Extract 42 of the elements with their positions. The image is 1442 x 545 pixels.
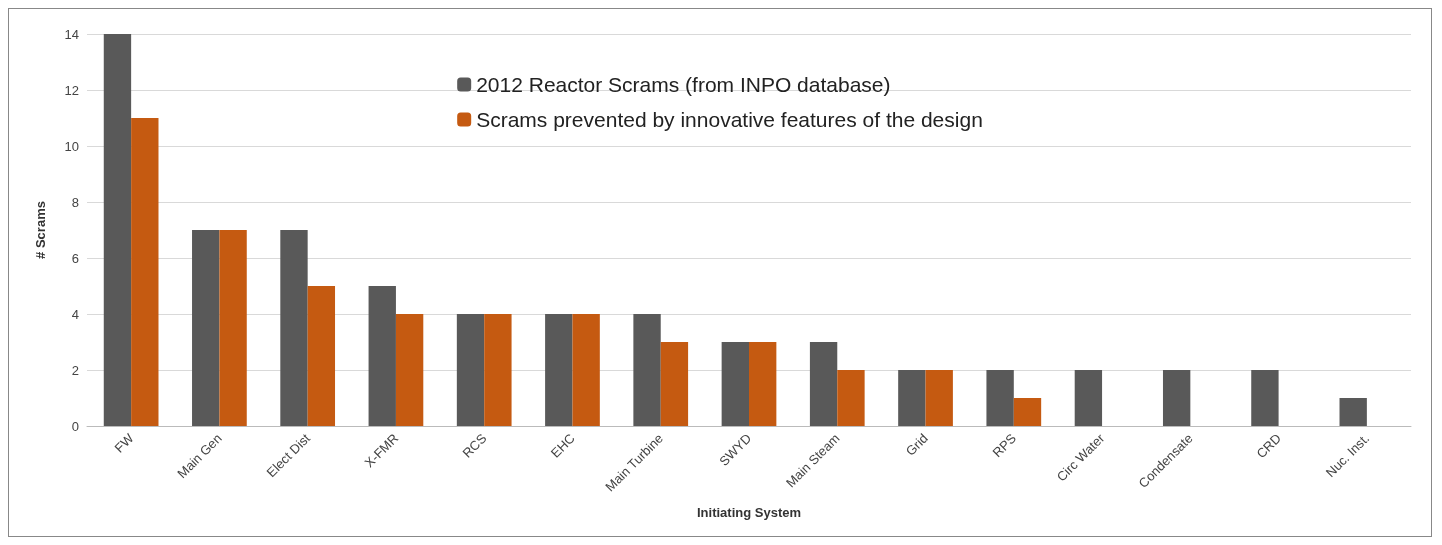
bar <box>572 314 600 426</box>
x-tick-label: Grid <box>902 430 931 459</box>
y-tick-label: 10 <box>64 138 79 154</box>
bar <box>131 118 159 426</box>
x-tick-label: Nuc. Inst. <box>1322 430 1373 481</box>
bar <box>925 370 953 426</box>
bar <box>545 314 573 426</box>
legend-label: 2012 Reactor Scrams (from INPO database) <box>476 73 891 96</box>
y-axis-title: # Scrams <box>33 201 48 259</box>
x-tick-label: CRD <box>1253 430 1284 462</box>
x-tick-label: FW <box>111 430 137 456</box>
bar <box>721 342 749 426</box>
bar <box>103 34 132 426</box>
bar <box>837 370 865 426</box>
bar <box>1074 370 1103 426</box>
bar <box>484 314 512 426</box>
bar <box>192 230 220 426</box>
y-tick-label: 6 <box>71 250 79 266</box>
y-tick-label: 14 <box>64 26 79 42</box>
bar <box>280 230 308 426</box>
y-tick-label: 0 <box>71 418 79 434</box>
x-axis-title: Initiating System <box>696 505 802 520</box>
y-tick-label: 8 <box>71 194 79 210</box>
bar <box>368 286 396 426</box>
bar <box>660 342 689 426</box>
legend-label: Scrams prevented by innovative features of the design <box>476 108 983 131</box>
bar <box>898 370 926 426</box>
bar <box>1339 398 1367 426</box>
bar <box>1251 370 1279 426</box>
bar <box>307 286 336 426</box>
bar <box>809 342 838 426</box>
bar <box>395 314 424 426</box>
y-tick-label: 2 <box>71 362 79 378</box>
bar <box>633 314 661 426</box>
bar <box>1013 398 1042 426</box>
bar <box>456 314 485 426</box>
y-tick-label: 12 <box>64 82 79 98</box>
bar <box>749 342 777 426</box>
bar <box>1162 370 1191 426</box>
bar <box>219 230 247 426</box>
y-tick-label: 4 <box>71 306 79 322</box>
bar <box>986 370 1014 426</box>
